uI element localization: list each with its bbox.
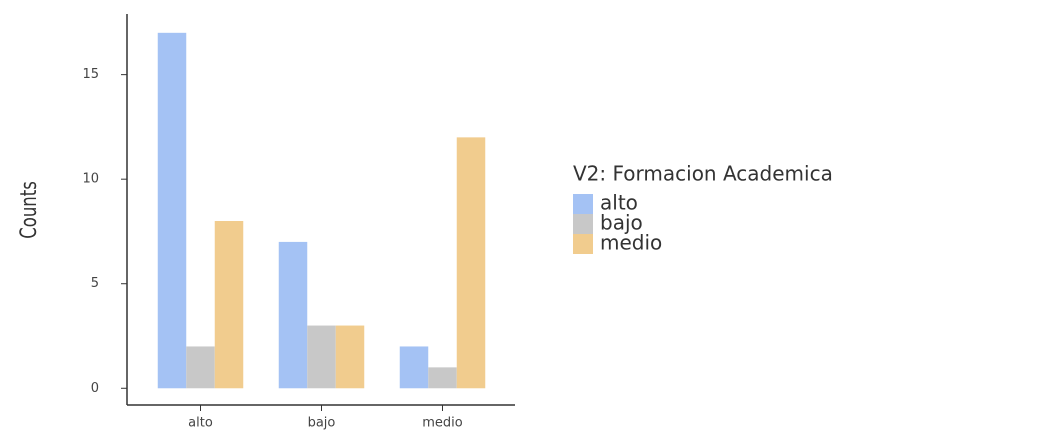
y-tick-label: 5 bbox=[91, 276, 99, 291]
bar bbox=[456, 137, 486, 389]
legend-label: alto bbox=[600, 191, 638, 215]
x-tick-label: alto bbox=[188, 416, 213, 431]
bar bbox=[399, 346, 429, 389]
legend-swatch bbox=[573, 194, 593, 214]
y-tick-label: 15 bbox=[82, 67, 99, 82]
legend-swatch bbox=[573, 234, 593, 254]
bar bbox=[335, 325, 365, 389]
x-tick-label: bajo bbox=[308, 416, 336, 431]
bar bbox=[428, 367, 457, 389]
legend-label: bajo bbox=[600, 211, 643, 235]
y-tick-label: 10 bbox=[82, 172, 99, 187]
legend-label: medio bbox=[600, 231, 662, 255]
y-tick-label: 0 bbox=[91, 381, 99, 396]
bar bbox=[186, 346, 215, 389]
y-axis-label: Counts bbox=[16, 181, 42, 239]
bar bbox=[157, 32, 187, 389]
legend-title: V2: Formacion Academica bbox=[573, 162, 833, 186]
bar bbox=[307, 325, 336, 389]
legend-swatch bbox=[573, 214, 593, 234]
x-tick-label: medio bbox=[422, 416, 463, 431]
bar bbox=[214, 221, 244, 389]
bar bbox=[278, 241, 308, 389]
